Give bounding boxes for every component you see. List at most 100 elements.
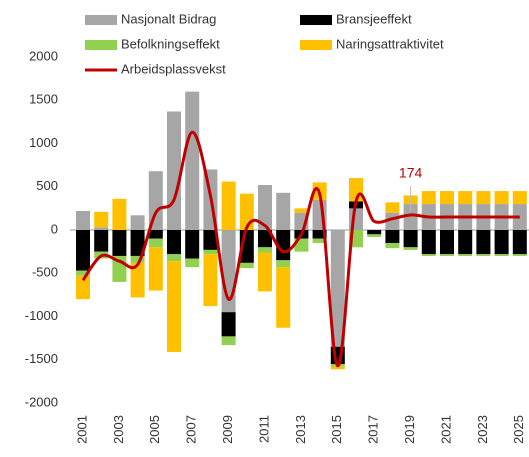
bar-segment — [167, 254, 181, 262]
x-tick-label: 2023 — [475, 415, 490, 444]
bar-segment — [458, 191, 473, 205]
bar-segment — [130, 262, 145, 298]
bar-segment — [185, 258, 200, 268]
bar-segment — [421, 191, 436, 205]
x-tick-label: 2009 — [220, 415, 235, 444]
bar-segment — [440, 191, 454, 205]
bar-segment — [385, 202, 400, 213]
bar-segment — [76, 270, 90, 276]
bar-segment — [458, 230, 473, 255]
legend-swatch — [300, 40, 332, 50]
bar-segment — [476, 254, 491, 256]
y-tick-label: -1000 — [25, 308, 58, 323]
x-tick-label: 2025 — [511, 415, 526, 444]
bar-segment — [221, 336, 236, 346]
x-tick-label: 2015 — [329, 415, 344, 444]
bar-segment — [385, 230, 400, 243]
bar-segment — [385, 242, 400, 249]
bar-segment — [440, 230, 454, 255]
bar-segment — [185, 91, 200, 230]
bar-segment — [167, 230, 181, 255]
bar-segment — [276, 192, 291, 230]
bar-segment — [148, 230, 163, 239]
bar-segment — [203, 254, 218, 307]
line — [81, 130, 520, 368]
bar-segment — [221, 181, 236, 230]
bar-segment — [294, 208, 309, 213]
bar-segment — [330, 230, 345, 347]
bar-segment — [494, 191, 509, 205]
bar-segment — [476, 230, 491, 255]
bar-segment — [367, 230, 382, 235]
bar-segment — [258, 230, 272, 248]
y-tick-label: -2000 — [25, 394, 58, 409]
x-tick-label: 2021 — [438, 415, 453, 444]
bar-segment — [494, 254, 509, 256]
x-tick-label: 2019 — [402, 415, 417, 444]
legend-label: Arbeidsplassvekst — [121, 61, 226, 76]
x-tick-label: 2007 — [184, 415, 199, 444]
bar-segment — [167, 261, 181, 352]
y-tick-label: 1500 — [29, 92, 58, 107]
bar-segment — [203, 249, 218, 255]
bar-segment — [367, 234, 382, 237]
legend-swatch — [300, 15, 332, 25]
legend-label: Bransjeeffekt — [336, 11, 412, 26]
bar-segment — [512, 191, 527, 205]
bar-segment — [276, 260, 291, 268]
x-tick-label: 2001 — [74, 415, 89, 444]
bar-segment — [148, 247, 163, 291]
bar-segment — [258, 185, 272, 230]
bar-segment — [258, 247, 272, 253]
y-tick-label: 0 — [51, 221, 58, 236]
bar-segment — [403, 204, 418, 230]
bar-segment — [312, 230, 327, 239]
y-tick-label: -500 — [32, 265, 58, 280]
bar-segment — [403, 247, 418, 250]
x-tick-label: 2005 — [147, 415, 162, 444]
bar-segment — [458, 254, 473, 256]
bar-segment — [221, 312, 236, 337]
legend-swatch — [85, 15, 117, 25]
bar-segment — [421, 230, 436, 255]
legend-label: Befolkningseffekt — [121, 36, 220, 51]
bar-segment — [76, 210, 90, 230]
bar-segment — [94, 211, 109, 228]
y-tick-label: 1000 — [29, 135, 58, 150]
bar-segment — [512, 254, 527, 256]
bar-segment — [148, 238, 163, 248]
x-tick-label: 2011 — [256, 415, 271, 443]
legend-label: Nasjonalt Bidrag — [121, 11, 216, 26]
bar-segment — [239, 262, 254, 269]
x-tick-label: 2017 — [366, 415, 381, 444]
legend-label: Naringsattraktivitet — [336, 36, 444, 51]
bar-segment — [130, 215, 145, 230]
bar-segment — [403, 230, 418, 248]
x-tick-label: 2003 — [111, 415, 126, 444]
bar-segment — [185, 230, 200, 259]
bar-segment — [258, 252, 272, 292]
bar-segment — [476, 191, 491, 205]
bar-segment — [112, 198, 127, 230]
legend-swatch — [85, 40, 117, 50]
bar-segment — [167, 111, 181, 230]
y-tick-label: 500 — [36, 178, 58, 193]
bar-segment — [494, 230, 509, 255]
bar-segment — [148, 171, 163, 230]
bar-segment — [512, 230, 527, 255]
data-label: 174 — [399, 165, 423, 181]
bar-segment — [276, 267, 291, 328]
bar-segment — [130, 230, 145, 256]
y-tick-label: 2000 — [29, 48, 58, 63]
x-tick-label: 2013 — [293, 415, 308, 444]
bar-segment — [94, 227, 109, 230]
bar-segment — [76, 275, 90, 300]
bar-segment — [440, 254, 454, 256]
y-tick-label: -1500 — [25, 351, 58, 366]
bar-segment — [330, 366, 345, 370]
bar-segment — [421, 254, 436, 256]
bar-segment — [130, 255, 145, 263]
bar-segment — [203, 230, 218, 250]
bar-segment — [112, 230, 127, 256]
